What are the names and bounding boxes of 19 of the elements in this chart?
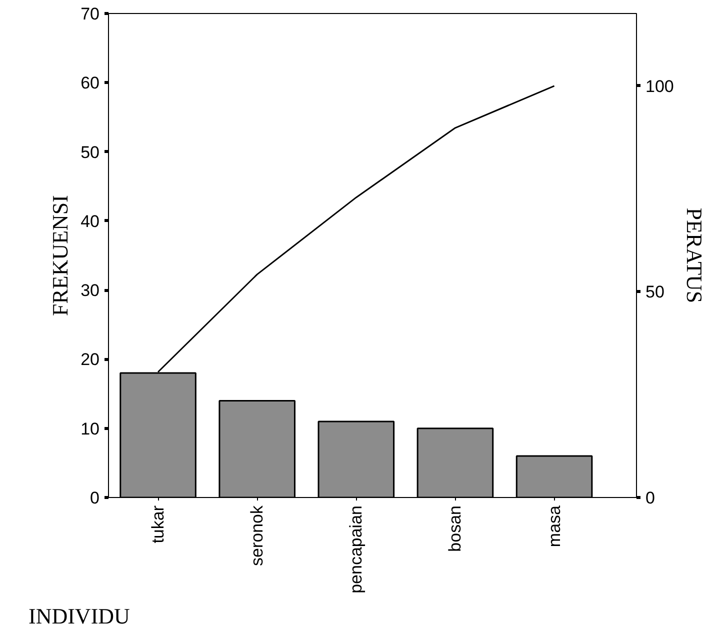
y-tick-label: 0 <box>90 488 100 508</box>
y-tick-label: 20 <box>80 350 100 370</box>
y-tick-label: 70 <box>80 4 100 24</box>
y-tick-label: 10 <box>80 419 100 438</box>
y-tick-label: 60 <box>80 74 100 93</box>
y-tick-label: 50 <box>80 142 100 162</box>
y-tick-label: 30 <box>80 281 100 300</box>
x-tick-label: seronok <box>248 505 267 566</box>
y2-tick-label: 100 <box>646 76 674 96</box>
y2-tick-label: 0 <box>646 488 655 508</box>
x-tick-label: tukar <box>148 505 168 544</box>
x-axis-title: INDIVIDU <box>28 604 130 628</box>
x-tick-label: pencapaian <box>346 505 366 594</box>
x-tick-label: bosan <box>446 505 465 552</box>
y-axis-title: FREKUENSI <box>48 194 73 316</box>
y-tick-label: 40 <box>80 212 100 231</box>
y2-tick-label: 50 <box>646 282 664 302</box>
x-tick-label: masa <box>544 504 564 548</box>
y2-axis-title: PERATUS <box>682 208 707 304</box>
